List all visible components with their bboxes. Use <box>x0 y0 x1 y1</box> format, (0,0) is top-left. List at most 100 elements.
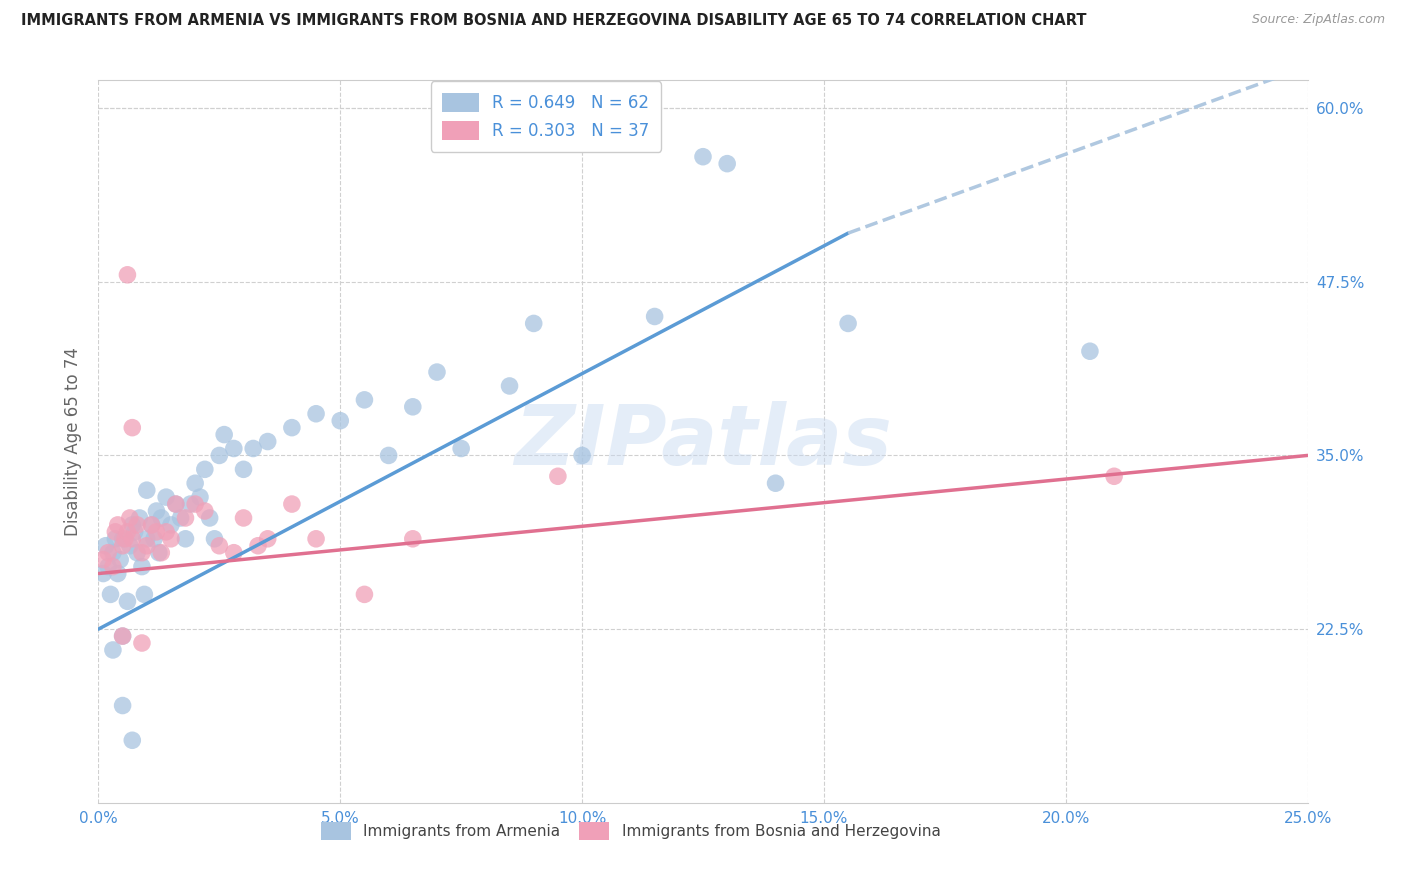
Text: Source: ZipAtlas.com: Source: ZipAtlas.com <box>1251 13 1385 27</box>
Point <box>242 442 264 456</box>
Y-axis label: Disability Age 65 to 74: Disability Age 65 to 74 <box>65 347 83 536</box>
Point <box>135 532 157 546</box>
Point <box>184 476 207 491</box>
Point <box>1078 344 1101 359</box>
Point <box>329 414 352 428</box>
Point <box>101 546 124 560</box>
Point <box>1102 469 1125 483</box>
Point <box>174 532 197 546</box>
Point <box>117 268 139 282</box>
Point <box>523 317 546 331</box>
Point <box>212 427 235 442</box>
Point <box>104 524 127 539</box>
Point <box>194 504 217 518</box>
Point <box>121 517 143 532</box>
Point <box>837 317 859 331</box>
Point <box>101 643 124 657</box>
Point <box>101 559 124 574</box>
Point <box>121 733 143 747</box>
Point <box>232 462 254 476</box>
Point <box>127 546 149 560</box>
Point <box>256 532 278 546</box>
Point <box>141 517 163 532</box>
Point <box>222 546 245 560</box>
Point <box>104 532 127 546</box>
Point <box>155 490 177 504</box>
Point <box>127 517 149 532</box>
Point <box>134 587 156 601</box>
Point <box>353 392 375 407</box>
Point <box>305 407 328 421</box>
Point <box>222 442 245 456</box>
Point <box>118 539 141 553</box>
Point <box>208 449 231 463</box>
Point <box>114 532 136 546</box>
Point <box>111 539 134 553</box>
Point <box>111 532 134 546</box>
Point <box>188 490 211 504</box>
Legend: Immigrants from Armenia, Immigrants from Bosnia and Herzegovina: Immigrants from Armenia, Immigrants from… <box>315 816 946 846</box>
Point <box>692 150 714 164</box>
Point <box>111 629 134 643</box>
Point <box>281 497 304 511</box>
Point <box>160 532 183 546</box>
Point <box>765 476 787 491</box>
Point <box>155 524 177 539</box>
Point <box>402 400 425 414</box>
Point <box>117 524 139 539</box>
Point <box>179 497 201 511</box>
Point <box>377 449 399 463</box>
Point <box>111 629 134 643</box>
Point <box>135 483 157 498</box>
Point <box>121 532 143 546</box>
Point <box>150 511 173 525</box>
Point <box>148 546 170 560</box>
Point <box>571 449 593 463</box>
Point <box>94 539 117 553</box>
Point <box>145 524 167 539</box>
Point <box>256 434 278 449</box>
Point <box>128 511 150 525</box>
Point <box>118 511 141 525</box>
Point <box>141 517 163 532</box>
Point <box>108 552 131 566</box>
Point <box>131 636 153 650</box>
Point <box>247 539 270 553</box>
Point <box>135 539 157 553</box>
Text: IMMIGRANTS FROM ARMENIA VS IMMIGRANTS FROM BOSNIA AND HERZEGOVINA DISABILITY AGE: IMMIGRANTS FROM ARMENIA VS IMMIGRANTS FR… <box>21 13 1087 29</box>
Point <box>97 559 120 574</box>
Point <box>174 511 197 525</box>
Point <box>121 420 143 434</box>
Point <box>145 504 167 518</box>
Point <box>353 587 375 601</box>
Point <box>117 594 139 608</box>
Point <box>716 156 738 170</box>
Point <box>208 539 231 553</box>
Point <box>91 552 114 566</box>
Text: ZIPatlas: ZIPatlas <box>515 401 891 482</box>
Point <box>169 511 191 525</box>
Point <box>194 462 217 476</box>
Point <box>547 469 569 483</box>
Point <box>305 532 328 546</box>
Point <box>165 497 187 511</box>
Point <box>498 379 520 393</box>
Point <box>644 310 666 324</box>
Point <box>143 532 166 546</box>
Point <box>107 566 129 581</box>
Point <box>426 365 449 379</box>
Point <box>111 698 134 713</box>
Point <box>184 497 207 511</box>
Point <box>150 546 173 560</box>
Point <box>165 497 187 511</box>
Point <box>402 532 425 546</box>
Point <box>124 524 146 539</box>
Point <box>450 442 472 456</box>
Point <box>160 517 183 532</box>
Point <box>97 546 120 560</box>
Point <box>232 511 254 525</box>
Point <box>281 420 304 434</box>
Point <box>131 559 153 574</box>
Point <box>204 532 226 546</box>
Point <box>100 587 122 601</box>
